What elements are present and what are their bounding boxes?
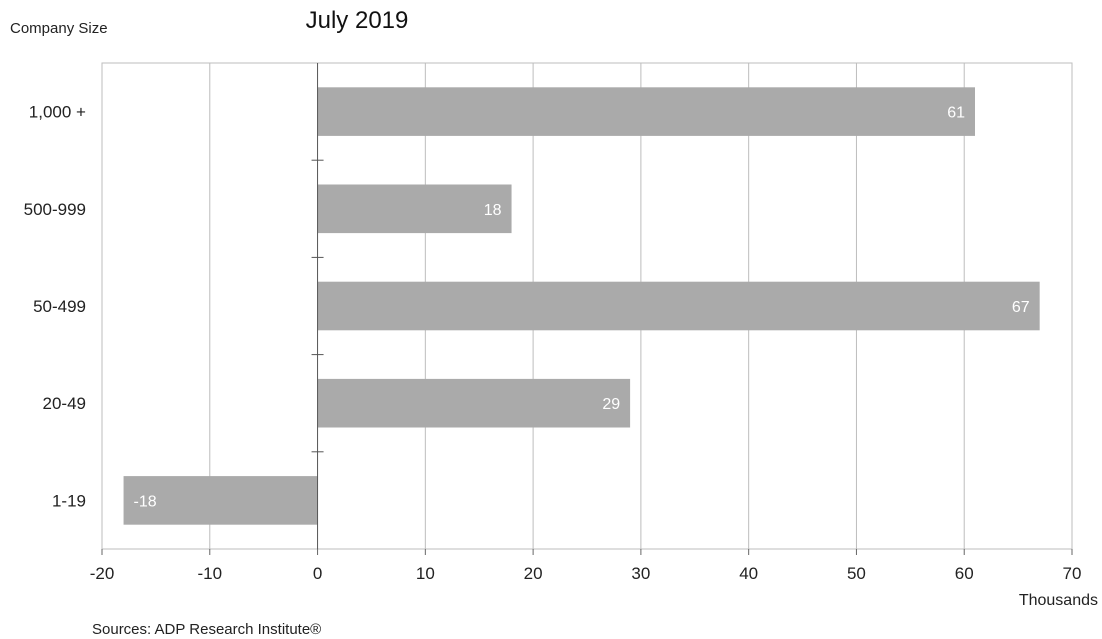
category-labels: 1,000 + 500-999 50-499 20-49 1-19 (24, 103, 86, 511)
x-tick-label: 60 (955, 564, 974, 583)
x-tick-label: 30 (631, 564, 650, 583)
x-tick-label: 0 (313, 564, 322, 583)
category-label: 1-19 (52, 491, 86, 510)
bar (317, 184, 512, 234)
bar (123, 476, 318, 525)
category-label: 1,000 + (29, 103, 86, 122)
x-tick-label: 10 (416, 564, 435, 583)
source-note: Sources: ADP Research Institute® (92, 621, 321, 638)
bar (317, 378, 631, 428)
x-tick-label: -10 (197, 564, 222, 583)
category-label: 500-999 (24, 200, 86, 219)
bars: 61 18 67 29 -18 (123, 87, 1040, 525)
bar (317, 281, 1040, 331)
category-label: 50-499 (33, 297, 86, 316)
x-tick-label: -20 (90, 564, 115, 583)
x-tick-label: 20 (524, 564, 543, 583)
bar (317, 87, 975, 136)
x-tick-label: 50 (847, 564, 866, 583)
x-tick-label: 70 (1063, 564, 1082, 583)
y-axis-title: Company Size (10, 20, 108, 37)
zero-axis (311, 63, 324, 549)
data-label: 67 (1012, 299, 1030, 316)
data-label: -18 (134, 493, 157, 510)
x-unit-label: Thousands (1019, 592, 1098, 609)
x-tick-labels: -20 -10 0 10 20 30 40 50 60 70 (90, 564, 1082, 583)
x-tick-label: 40 (739, 564, 758, 583)
data-label: 29 (602, 396, 620, 413)
data-label: 18 (484, 202, 502, 219)
data-label: 61 (947, 105, 965, 122)
chart-title: July 2019 (306, 7, 409, 34)
category-label: 20-49 (43, 394, 86, 413)
